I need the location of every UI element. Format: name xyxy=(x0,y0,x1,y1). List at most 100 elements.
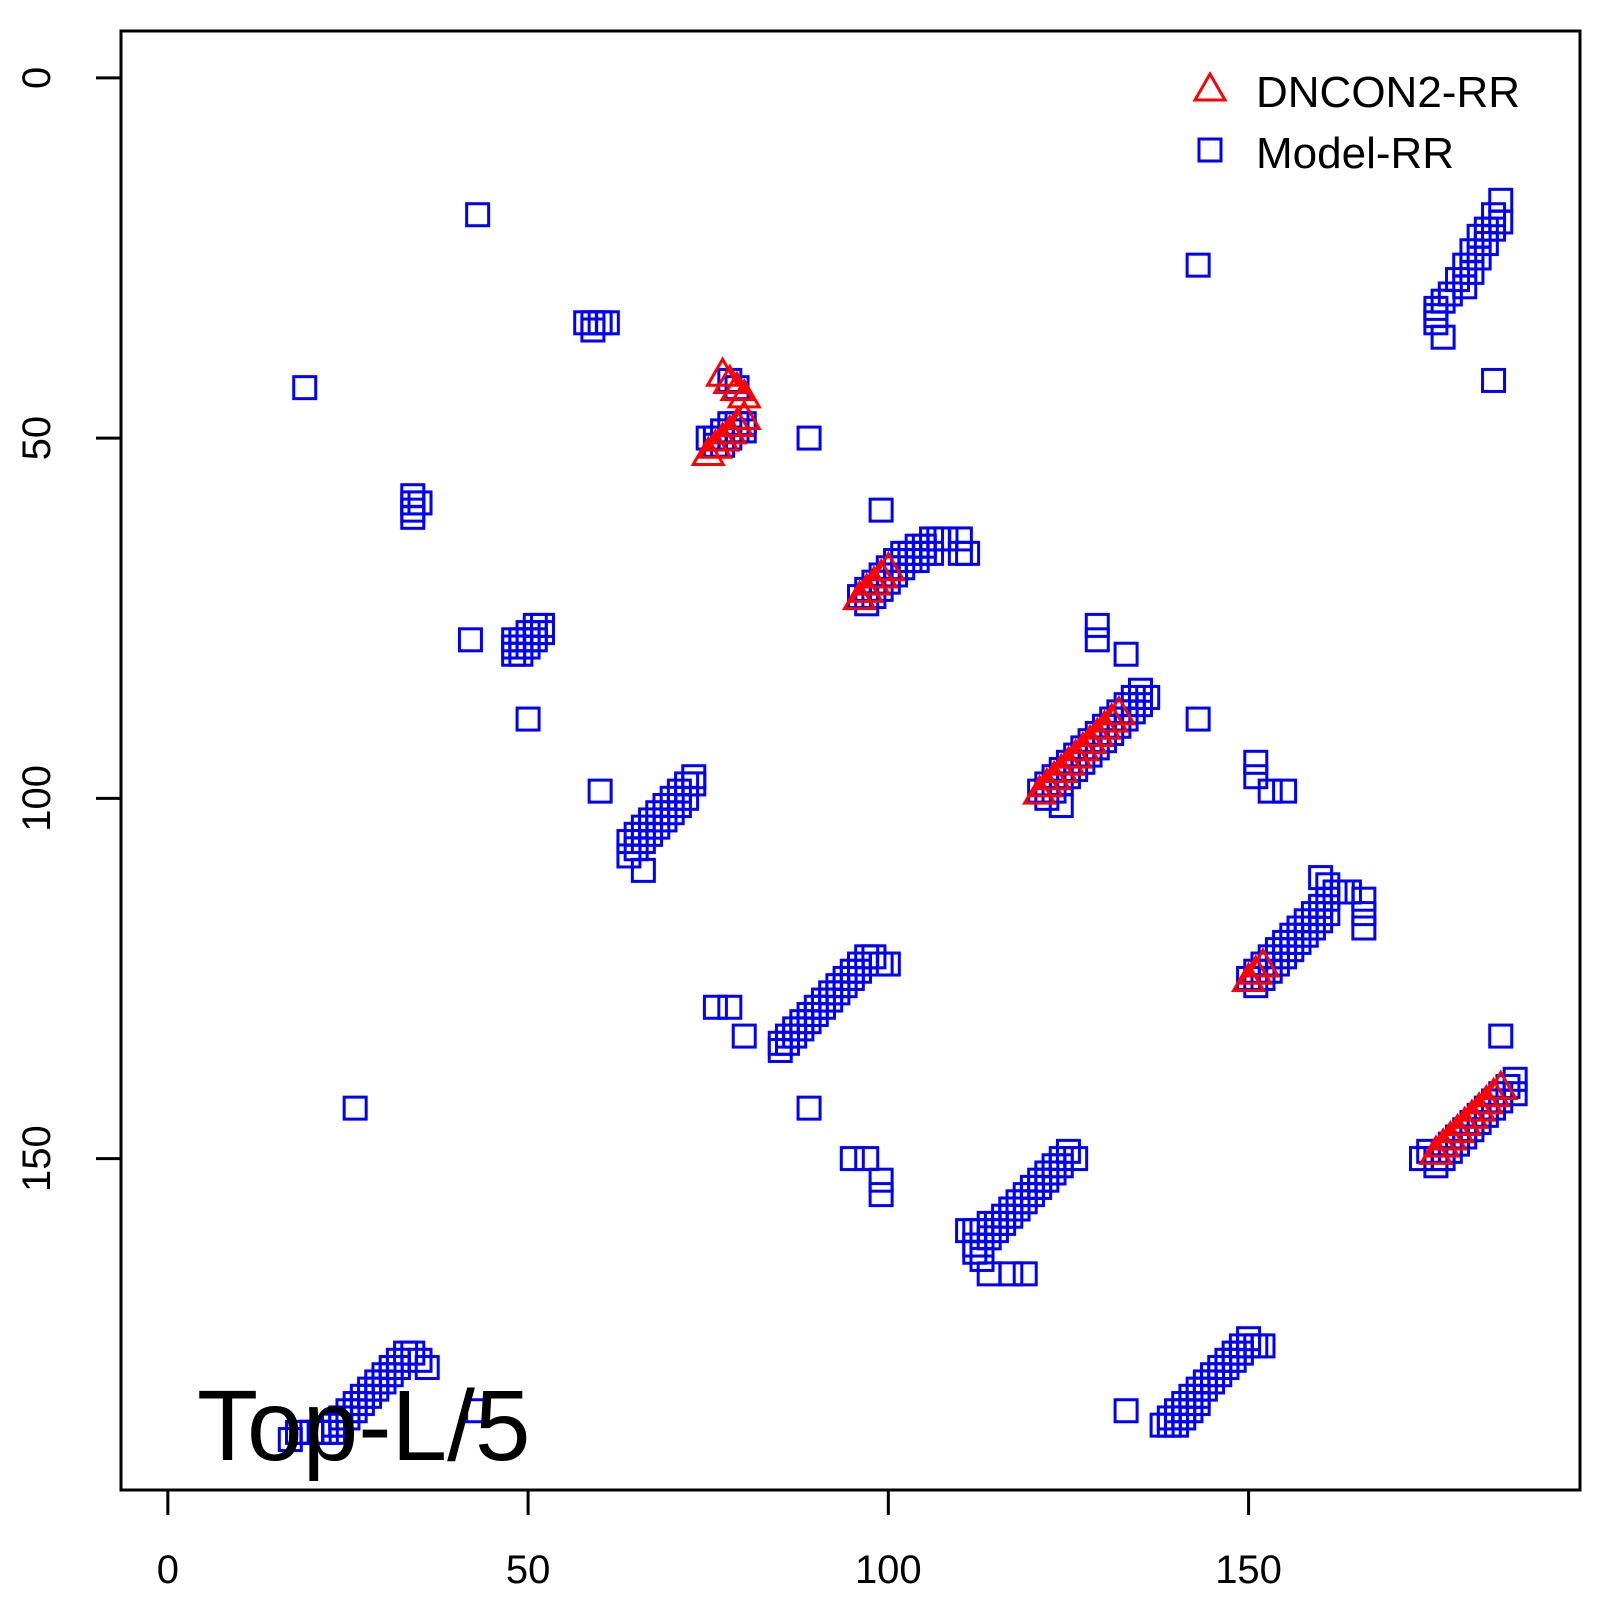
legend-marker-dncon2-rr xyxy=(1192,70,1228,102)
model-rr-point xyxy=(1286,929,1312,955)
model-rr-point xyxy=(767,1037,793,1063)
model-rr-point xyxy=(515,706,541,732)
model-rr-point xyxy=(782,1023,808,1049)
dncon2-rr-point xyxy=(1238,954,1274,985)
dncon2-rr-point xyxy=(719,370,755,402)
model-rr-point xyxy=(674,785,700,811)
dncon2-rr-point xyxy=(1483,1069,1519,1101)
model-rr-point xyxy=(796,1009,822,1035)
model-rr-point xyxy=(832,973,858,999)
model-rr-point xyxy=(854,1146,880,1172)
dncon2-rr-point xyxy=(726,399,762,430)
model-rr-point xyxy=(508,641,534,667)
dncon2-rr-point xyxy=(1475,1076,1512,1108)
model-rr-point xyxy=(335,1405,361,1431)
model-rr-point xyxy=(342,1398,368,1424)
model-rr-point xyxy=(1308,908,1334,934)
model-rr-point xyxy=(1207,1362,1233,1388)
model-rr-point xyxy=(292,375,318,401)
y-tick-label: 0 xyxy=(15,67,59,89)
model-rr-point xyxy=(357,1383,383,1409)
y-tick-label: 100 xyxy=(15,765,59,832)
y-tick-label: 150 xyxy=(15,1125,59,1192)
model-rr-point xyxy=(1473,231,1499,257)
model-rr-point xyxy=(594,310,620,336)
model-rr-point xyxy=(645,814,671,840)
model-rr-point xyxy=(1481,367,1507,393)
legend-triangle-icon xyxy=(1192,70,1228,102)
model-rr-point xyxy=(1300,915,1326,941)
model-rr-point xyxy=(407,490,433,516)
model-rr-point xyxy=(378,1362,404,1388)
model-rr-point xyxy=(349,1391,375,1417)
model-rr-point xyxy=(962,1239,988,1265)
model-rr-point xyxy=(796,425,822,451)
model-rr-point xyxy=(1488,209,1514,235)
model-rr-point xyxy=(1315,901,1341,927)
model-rr-point xyxy=(342,1095,368,1121)
model-rr-point xyxy=(630,857,656,883)
model-rr-point xyxy=(364,1376,390,1402)
model-rr-point xyxy=(810,994,836,1020)
model-rr-point xyxy=(1308,865,1334,891)
model-rr-point xyxy=(1185,1391,1211,1417)
model-rr-point xyxy=(983,1218,1009,1244)
model-rr-point xyxy=(630,829,656,855)
model-rr-point xyxy=(1185,706,1211,732)
model-rr-point xyxy=(969,1246,995,1272)
model-rr-point xyxy=(1257,778,1283,804)
legend-marker-model-rr xyxy=(1197,137,1223,163)
model-rr-point xyxy=(868,1182,894,1208)
model-rr-point xyxy=(796,1095,822,1121)
model-rr-point xyxy=(839,965,865,991)
model-rr-point xyxy=(1228,1340,1254,1366)
model-rr-point xyxy=(702,994,728,1020)
model-rr-point xyxy=(1272,778,1298,804)
model-rr-point xyxy=(1084,627,1110,653)
plot-frame xyxy=(119,29,1582,1492)
model-rr-point xyxy=(717,994,743,1020)
x-tick-label: 150 xyxy=(1215,1548,1282,1592)
model-rr-point xyxy=(998,1203,1024,1229)
model-rr-point xyxy=(659,800,685,826)
model-rr-point xyxy=(638,821,664,847)
model-rr-point xyxy=(861,944,887,970)
model-rr-point xyxy=(1178,1398,1204,1424)
model-rr-point xyxy=(1027,1174,1053,1200)
dncon2-rr-point xyxy=(863,557,899,589)
model-rr-point xyxy=(1113,641,1139,667)
model-rr-point xyxy=(1488,1023,1514,1049)
model-rr-point xyxy=(868,1167,894,1193)
model-rr-point xyxy=(1502,1081,1528,1107)
model-rr-point xyxy=(1012,1189,1038,1215)
model-rr-point xyxy=(904,548,930,574)
model-rr-point xyxy=(998,1261,1024,1287)
model-rr-point xyxy=(933,526,959,552)
model-rr-point xyxy=(1272,944,1298,970)
model-rr-point xyxy=(681,771,707,797)
model-rr-point xyxy=(666,793,692,819)
legend: DNCON2-RR Model-RR xyxy=(1192,68,1520,178)
model-rr-point xyxy=(328,1412,354,1438)
corner-annotation: Top-L/5 xyxy=(197,1370,531,1482)
x-tick-label: 0 xyxy=(157,1548,179,1592)
model-rr-point xyxy=(969,1232,995,1258)
model-rr-point xyxy=(1293,922,1319,948)
model-rr-point xyxy=(818,987,844,1013)
model-rr-point xyxy=(1481,202,1507,228)
model-rr-point xyxy=(400,504,426,530)
legend-label-dncon2-rr: DNCON2-RR xyxy=(1256,68,1520,117)
model-rr-point xyxy=(400,1340,426,1366)
model-rr-point xyxy=(1466,245,1492,271)
series-dncon2-rr xyxy=(690,356,1519,1165)
model-rr-point xyxy=(1351,901,1377,927)
model-rr-point xyxy=(515,634,541,660)
model-rr-point xyxy=(1437,281,1463,307)
model-rr-point xyxy=(652,807,678,833)
model-rr-point xyxy=(414,1355,440,1381)
dncon2-rr-point xyxy=(1245,947,1281,978)
model-rr-point xyxy=(774,1030,800,1056)
model-rr-point xyxy=(1012,1261,1038,1287)
